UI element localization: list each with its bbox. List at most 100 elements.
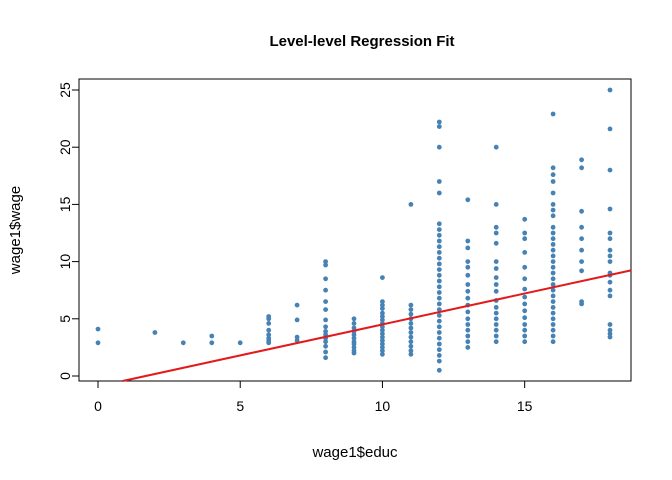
y-tick-label: 5 (57, 315, 73, 323)
data-points (95, 87, 613, 373)
data-point (294, 338, 300, 343)
data-point (380, 327, 385, 333)
data-point (550, 202, 556, 207)
data-point (550, 299, 556, 304)
data-point (550, 259, 556, 264)
data-point (607, 253, 613, 259)
data-point (522, 315, 528, 321)
data-point (380, 306, 385, 311)
data-point (436, 278, 442, 284)
data-point (465, 295, 471, 301)
data-point (351, 332, 357, 338)
data-point (465, 245, 471, 251)
data-point (579, 165, 584, 171)
data-point (408, 334, 414, 340)
data-point (323, 259, 328, 264)
data-point (465, 259, 471, 264)
data-point (607, 327, 613, 333)
data-point (436, 124, 442, 129)
data-point (550, 310, 556, 316)
data-point (436, 267, 442, 272)
data-point (323, 355, 328, 361)
data-point (550, 179, 556, 184)
data-point (408, 302, 414, 308)
data-point (323, 339, 328, 345)
data-point (436, 295, 442, 301)
data-point (294, 334, 300, 340)
data-point (323, 343, 328, 349)
data-point (408, 307, 414, 312)
data-point (493, 333, 499, 339)
data-point (436, 301, 442, 307)
data-point (550, 276, 556, 282)
data-point (550, 322, 556, 327)
data-point (607, 247, 613, 253)
data-point (493, 282, 499, 287)
y-tick-label: 15 (57, 196, 73, 212)
x-axis: 0 5 10 15 (94, 380, 533, 414)
data-point (550, 316, 556, 322)
data-point (323, 299, 328, 304)
y-tick-label: 25 (57, 82, 73, 98)
data-point (95, 326, 101, 332)
data-point (550, 165, 556, 171)
data-point (436, 179, 442, 184)
data-point (607, 293, 613, 299)
data-point (436, 318, 442, 324)
data-point (607, 126, 613, 132)
data-point (550, 247, 556, 253)
regression-fit-line (122, 269, 632, 382)
data-point (436, 238, 442, 244)
data-point (237, 340, 243, 346)
data-point (607, 287, 613, 293)
data-point (579, 157, 584, 163)
data-point (436, 261, 442, 267)
data-point (465, 316, 471, 322)
data-point (550, 230, 556, 236)
data-point (522, 264, 528, 270)
data-point (408, 343, 414, 349)
data-point (493, 310, 499, 316)
data-point (522, 276, 528, 282)
data-point (522, 286, 528, 292)
data-point (436, 347, 442, 353)
data-point (351, 335, 357, 341)
data-point (579, 224, 584, 230)
data-point (351, 345, 357, 350)
data-point (550, 327, 556, 333)
data-point (465, 339, 471, 345)
data-point (550, 293, 556, 299)
data-point (579, 208, 584, 214)
data-point (522, 322, 528, 327)
data-point (351, 341, 357, 347)
data-point (550, 305, 556, 310)
data-point (522, 230, 528, 236)
data-point (266, 316, 272, 322)
data-point (436, 330, 442, 335)
x-tick-label: 0 (94, 398, 102, 414)
data-point (180, 340, 186, 346)
data-point (550, 270, 556, 276)
data-point (607, 334, 613, 340)
data-point (436, 232, 442, 238)
data-point (266, 321, 272, 326)
data-point (294, 302, 300, 308)
data-point (607, 230, 613, 236)
data-point (607, 236, 613, 242)
data-point (550, 224, 556, 230)
data-point (323, 324, 328, 330)
data-point (465, 264, 471, 270)
data-point (209, 333, 215, 339)
data-point (465, 345, 471, 350)
data-point (380, 314, 385, 319)
data-point (436, 190, 442, 196)
data-point (95, 340, 101, 346)
data-point (465, 197, 471, 203)
data-point (408, 325, 414, 331)
data-point (323, 329, 328, 334)
data-point (351, 321, 357, 326)
data-point (323, 287, 328, 293)
y-tick-label: 10 (57, 254, 73, 270)
data-point (493, 275, 499, 280)
data-point (436, 284, 442, 290)
